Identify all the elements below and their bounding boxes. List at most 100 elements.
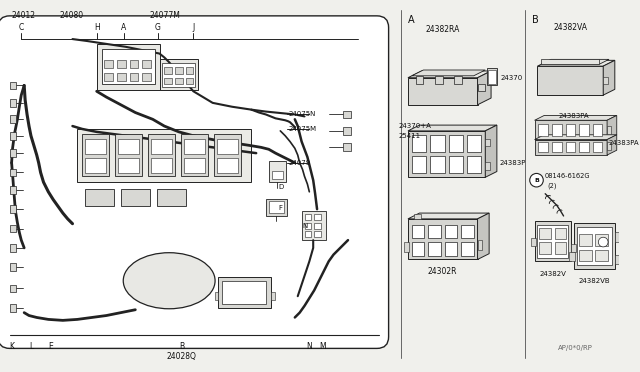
Polygon shape (538, 60, 615, 66)
Text: 24383PA: 24383PA (609, 141, 639, 147)
Bar (488, 70, 496, 84)
Text: H: H (94, 23, 100, 32)
Bar (531, 238, 536, 246)
Text: 24382RA: 24382RA (426, 25, 460, 34)
Bar (604, 77, 608, 84)
Bar (454, 76, 462, 84)
Bar (117, 73, 125, 81)
Polygon shape (534, 115, 617, 120)
Bar (10, 99, 17, 107)
Polygon shape (541, 60, 599, 64)
Text: 24382V: 24382V (540, 271, 566, 277)
Bar (579, 142, 589, 152)
Text: B: B (179, 342, 184, 351)
Text: 24075M: 24075M (288, 126, 316, 132)
Polygon shape (607, 115, 617, 140)
Bar (301, 211, 326, 240)
Bar (615, 232, 621, 242)
Bar (271, 292, 275, 300)
Bar (534, 221, 572, 262)
Bar (579, 250, 591, 262)
Text: 24370: 24370 (500, 75, 523, 81)
Polygon shape (408, 213, 489, 219)
Bar (175, 78, 182, 84)
Polygon shape (412, 70, 485, 76)
Polygon shape (485, 125, 497, 177)
Bar (10, 169, 17, 176)
Bar (218, 277, 271, 308)
Text: A: A (408, 15, 415, 25)
Polygon shape (408, 131, 485, 177)
Text: 24383PA: 24383PA (559, 113, 589, 119)
Text: 24370+A: 24370+A (398, 123, 431, 129)
Bar (115, 134, 142, 176)
Bar (413, 214, 422, 219)
Bar (572, 244, 576, 252)
Bar (574, 223, 615, 269)
Text: 24077M: 24077M (150, 12, 180, 20)
Bar (538, 142, 548, 152)
Bar (129, 73, 138, 81)
Bar (216, 158, 238, 173)
Bar (607, 126, 611, 134)
Text: N: N (303, 222, 308, 229)
Bar (186, 78, 193, 84)
Bar (595, 234, 608, 246)
Bar (10, 285, 17, 292)
Bar (428, 225, 441, 238)
Bar (271, 171, 284, 179)
Text: B: B (534, 178, 539, 183)
Bar (615, 255, 621, 264)
Bar (97, 44, 159, 90)
Bar (85, 189, 114, 206)
Text: E: E (48, 342, 52, 351)
Bar (435, 76, 443, 84)
Bar (142, 60, 151, 68)
Bar (82, 134, 109, 176)
Bar (142, 73, 151, 81)
Bar (164, 78, 172, 84)
Bar (412, 156, 426, 173)
Text: J: J (192, 23, 195, 32)
Polygon shape (604, 60, 615, 95)
Bar (102, 49, 155, 84)
Bar (10, 132, 17, 140)
Bar (164, 67, 172, 74)
Bar (412, 225, 424, 238)
Bar (449, 156, 463, 173)
Bar (222, 281, 266, 304)
Text: 24302R: 24302R (428, 267, 458, 276)
Bar (214, 292, 218, 300)
Bar (445, 242, 457, 256)
Text: N: N (307, 342, 312, 351)
Bar (10, 149, 17, 157)
Polygon shape (408, 78, 477, 105)
Bar (117, 60, 125, 68)
Text: 24028Q: 24028Q (167, 352, 196, 360)
Text: A: A (121, 23, 126, 32)
Bar (404, 242, 409, 252)
Bar (566, 142, 575, 152)
Bar (570, 252, 575, 262)
Bar (485, 162, 490, 170)
Text: 24079: 24079 (288, 160, 310, 166)
Polygon shape (534, 120, 607, 140)
Bar (540, 228, 551, 239)
Bar (485, 139, 490, 146)
Bar (175, 67, 182, 74)
Bar (148, 134, 175, 176)
Polygon shape (607, 135, 617, 155)
Bar (445, 225, 457, 238)
Bar (85, 139, 106, 154)
Bar (430, 135, 445, 152)
Bar (412, 242, 424, 256)
Polygon shape (408, 125, 497, 131)
Bar (555, 228, 566, 239)
Bar (467, 156, 481, 173)
Bar (461, 225, 474, 238)
Text: (2): (2) (547, 183, 557, 189)
Bar (343, 144, 351, 151)
Text: 24382VB: 24382VB (579, 278, 611, 284)
Bar (129, 60, 138, 68)
Text: C: C (19, 23, 24, 32)
